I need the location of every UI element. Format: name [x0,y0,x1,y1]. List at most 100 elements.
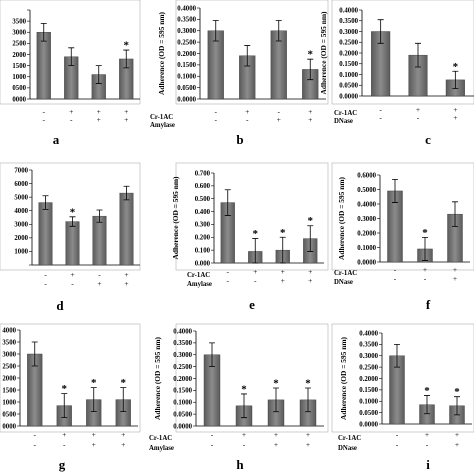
panel-f-condition-sign: + [423,265,427,274]
panel-b-condition-label: Cr-1AC [150,114,173,121]
panel-i-y-tick-label: 0.4000 [359,330,378,337]
panel-h-condition-sign: - [243,440,246,449]
panel-g-y-tick-label: 1000 [2,399,16,406]
panel-g-y-tick-label: 0500 [2,411,16,418]
panel-b-condition-sign: + [308,115,312,124]
panel-g-frame [0,323,141,433]
panel-h-y-tick-label: 0.4000 [173,328,192,335]
panel-h-y-tick-label: 0.1000 [173,400,192,407]
panel-d-y-tick-label: 6000 [14,181,28,188]
panel-c-y-axis-label: Adherence (OD = 595 nm) [319,11,328,94]
panel-d-condition-sign: + [97,279,101,288]
panel-e-condition-sign: + [281,267,285,276]
panel-g-y-tick-label: 3500 [2,339,16,346]
panel-h-y-tick-label: 0.1500 [173,388,192,395]
panel-a-condition-sign: - [43,115,46,124]
panel-c-condition-sign: - [379,113,382,122]
panel-d-condition-sign: - [44,270,47,279]
panel-i-y-tick-label: 0.3000 [359,353,378,360]
panel-e-y-tick-label: 0.000 [195,260,211,267]
panel-e-error-bar [224,189,231,216]
panel-e-condition-sign: + [308,276,312,285]
panel-i-y-tick-label: 0.2500 [359,364,378,371]
panel-h-error-bar [209,342,215,368]
panel-f-condition-sign: - [394,265,397,274]
panel-g-y-tick-label: 2500 [2,363,16,370]
panel-d-y-tick-label: 1000 [14,249,28,256]
panel-h-condition-sign: - [211,440,214,449]
panel-f-error-bar [452,201,458,227]
panel-d-y-tick-label: 4000 [14,208,28,215]
panel-c-condition-sign: + [453,105,457,114]
panel-a-condition-sign: + [124,107,128,116]
panel-b-error-bar [275,20,282,42]
panel-i-error-bar [424,395,430,415]
panel-e-y-tick-label: 0.100 [195,247,211,254]
panel-d-error-bar [42,195,49,210]
panel-a-y-tick-label: 1000 [12,74,26,81]
panel-c-error-bar [415,42,421,68]
panel-f-condition-sign: - [394,274,397,283]
panel-e-y-tick-label: 0.500 [195,196,211,203]
panel-h-condition-sign: + [242,430,246,439]
panel-d-condition-sign: - [44,279,47,288]
panel-i-letter: i [426,457,430,472]
panel-d-frame [0,162,141,271]
panel-a-bar [36,32,51,100]
panel-b-condition-sign: - [215,107,218,116]
panel-i-y-axis-label: Adherence (OD = 595 nm) [339,337,348,420]
panel-d-y-tick-label: 2000 [14,235,28,242]
panel-g-significance-star: * [91,377,97,389]
panel-h-significance-star: * [273,378,279,390]
panel-a-error-bar [95,65,102,84]
panel-b-y-tick-label: 0.2000 [177,51,196,58]
panel-h-condition-sign: - [211,430,214,439]
panel-h-frame [175,323,329,433]
panel-a-condition-sign: + [124,115,128,124]
panel-h-letter: h [236,457,244,472]
panel-f-error-bar [422,236,428,261]
panel-e-error-bar [252,238,259,264]
panel-g-condition-sign: + [121,430,125,439]
panel-f-y-tick-label: 0.0000 [357,259,376,266]
panel-f-condition-label: Cr-1AC [334,270,357,277]
panel-c-y-tick-label: 0.2500 [339,40,358,47]
panel-e-condition-sign: + [308,267,312,276]
panel-i-error-bar [394,343,400,368]
panel-f-condition-sign: + [453,274,457,283]
panel-h-condition-label: Amylase [149,445,174,452]
panel-c-condition-sign: + [416,105,420,114]
panel-g-condition-sign: + [121,440,125,449]
panel-c-significance-star: * [453,61,459,73]
panel-g-significance-star: * [121,377,127,389]
panel-h-y-tick-label: 0.0500 [173,411,192,418]
panel-e-y-tick-label: 0.300 [195,222,211,229]
panel-b-letter: b [236,132,243,147]
panel-f-y-axis-label: Adherence (OD = 595 nm) [337,177,346,260]
panel-f-y-tick-label: 0.3000 [357,216,376,223]
panel-h-error-bar [273,387,279,413]
panel-d-bar [119,192,134,266]
panel-h-condition-label: Cr-1AC [149,435,172,442]
panel-h-y-tick-label: 0.3000 [173,352,192,359]
panel-d-y-tick-label: 3000 [14,222,28,229]
panel-i-significance-star: * [424,385,430,397]
panel-h-condition-sign: + [306,440,310,449]
panel-b-condition-sign: + [277,115,281,124]
panel-b-y-tick-label: 0.2500 [177,39,196,46]
panel-a-condition-sign: + [97,107,101,116]
panel-b-error-bar [212,20,219,42]
panel-i-y-tick-label: 0.1500 [359,387,378,394]
panel-g-error-bar [120,387,127,412]
panel-g-condition-sign: + [62,430,66,439]
panel-b-error-bar [244,45,251,67]
panel-f-error-bar [392,178,398,203]
panel-a-condition-sign: - [70,115,73,124]
panel-d-error-bar [123,185,130,201]
panel-f-significance-star: * [422,227,428,239]
panel-a-y-tick-label: 3000 [12,30,26,37]
panel-b-significance-star: * [308,49,314,61]
panel-b-y-tick-label: 0.0500 [177,85,196,92]
panel-c-y-tick-label: 0.1000 [339,72,358,79]
panel-a-error-bar [123,49,130,69]
